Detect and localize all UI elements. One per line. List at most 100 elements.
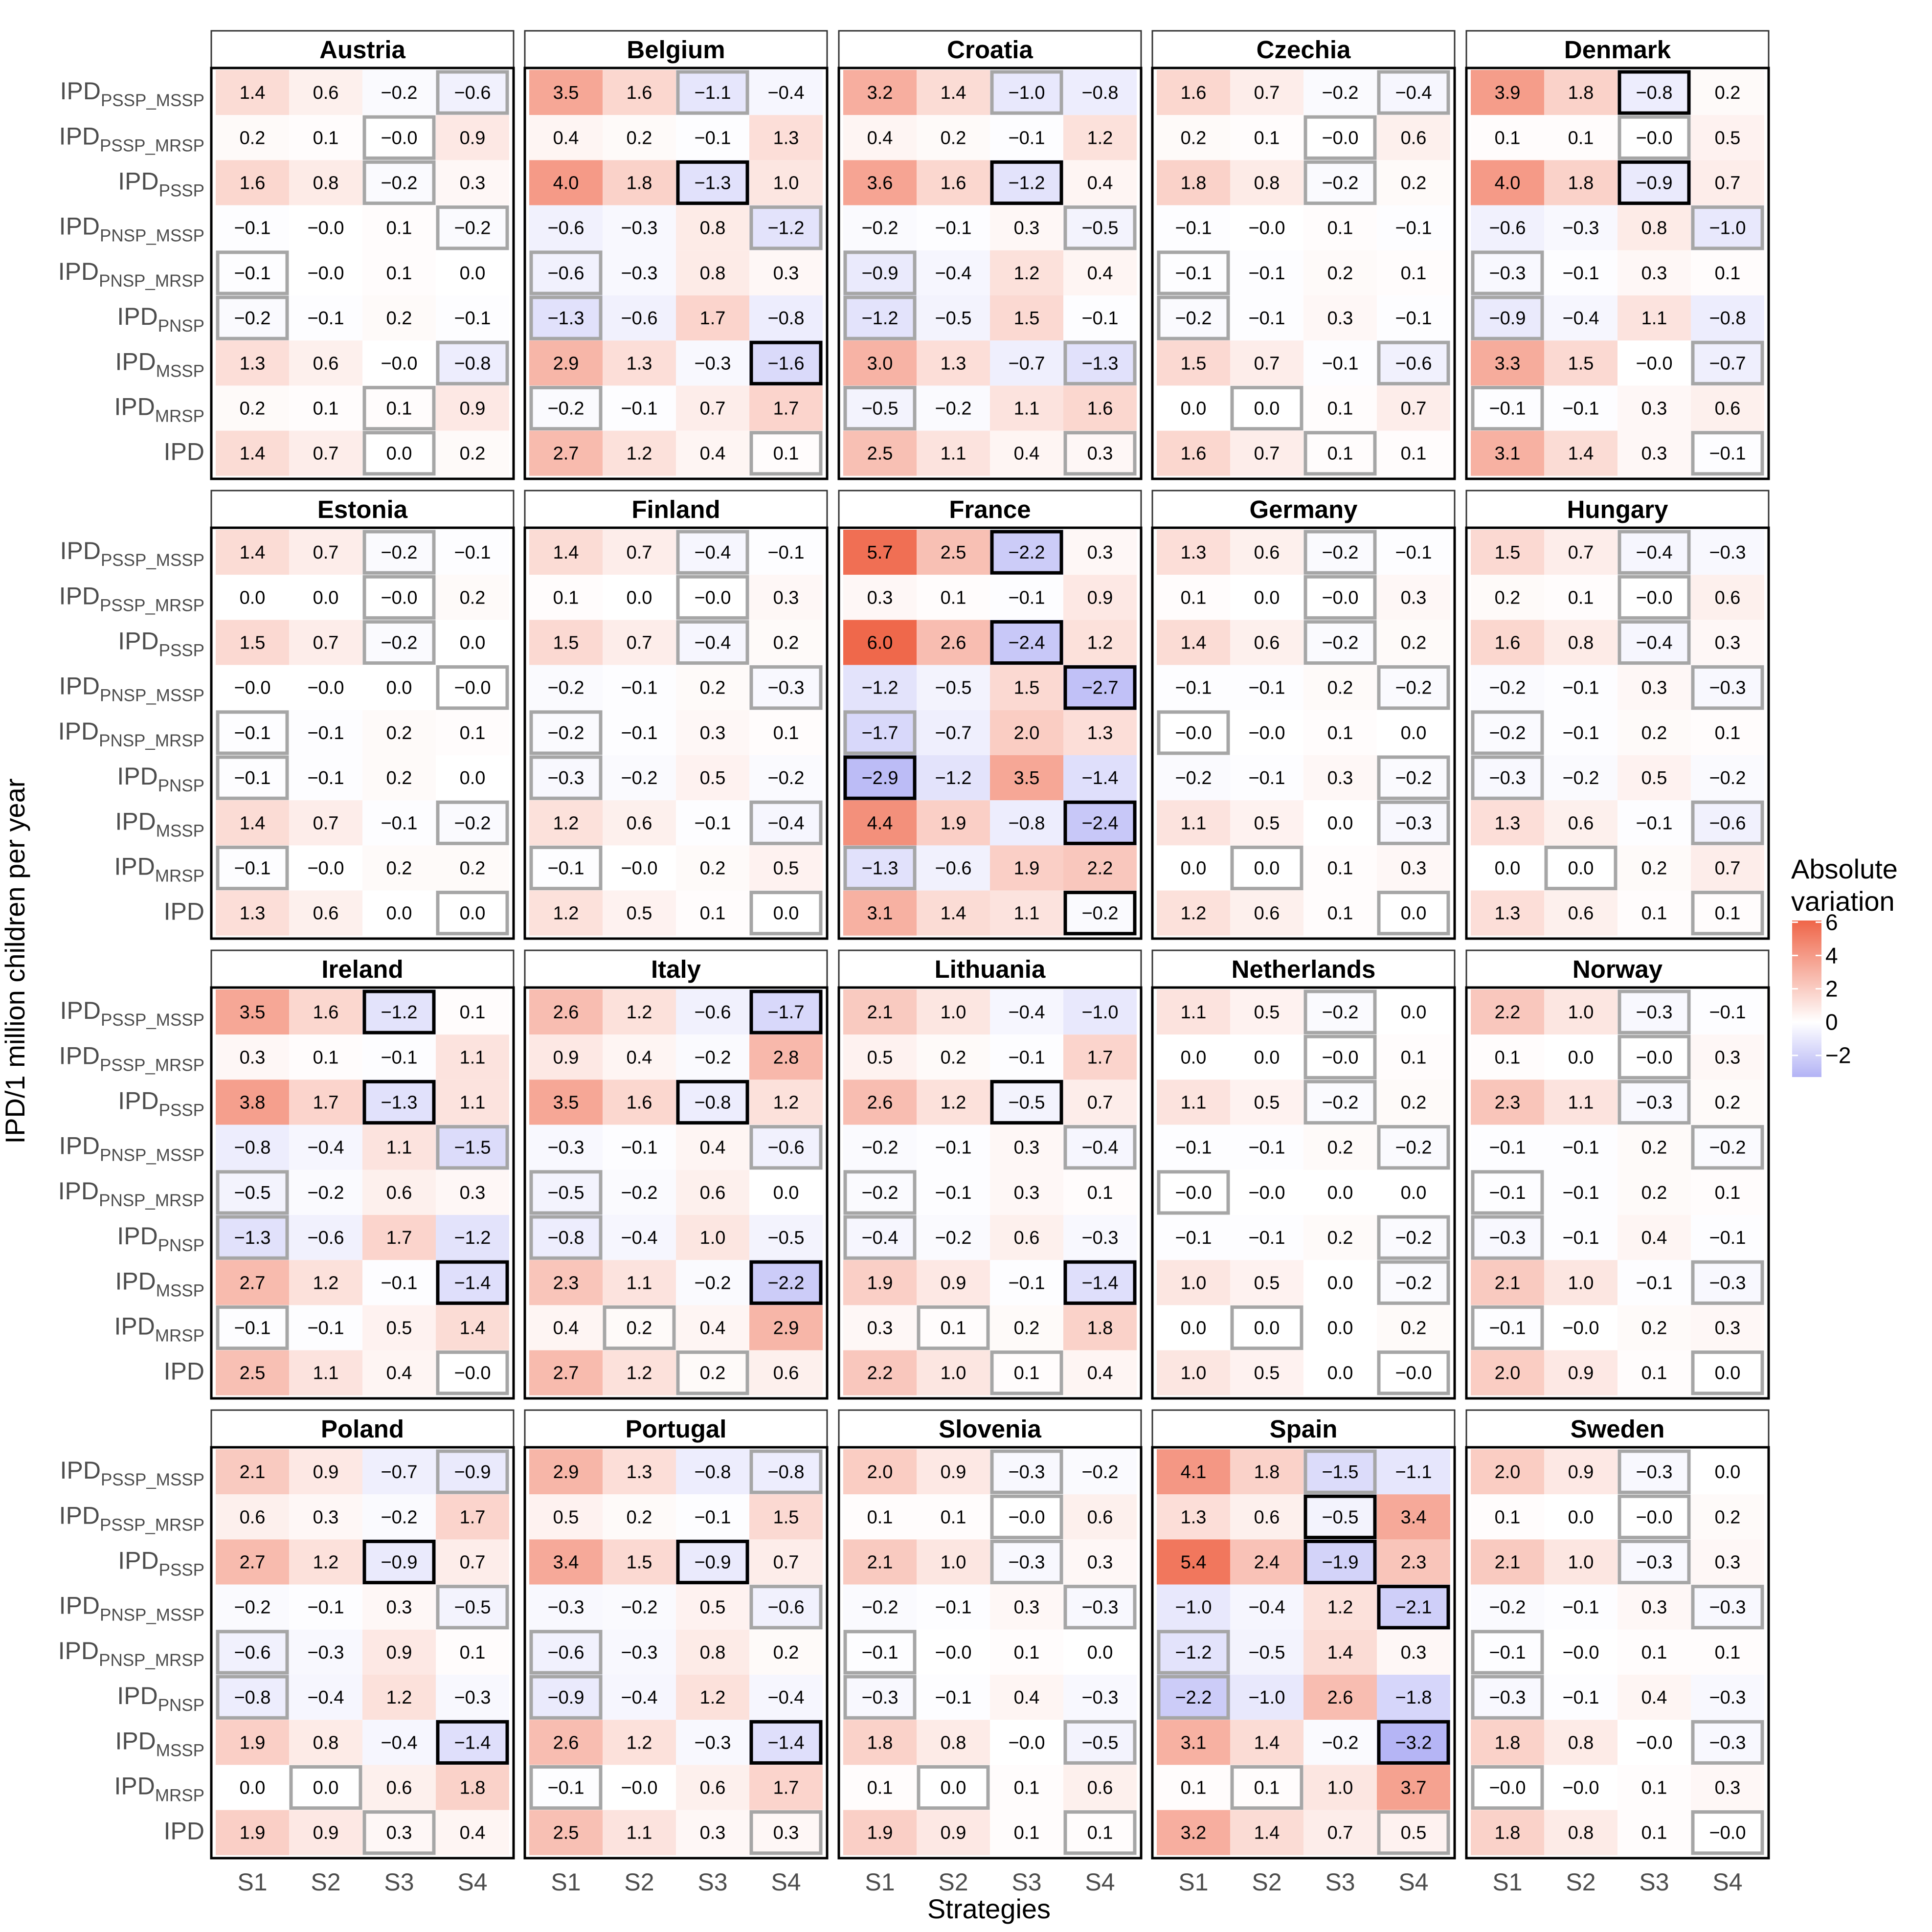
cell-value-label: 1.0: [941, 1002, 966, 1023]
highlight-box-gray: [1230, 845, 1303, 891]
cell-value-label: 0.3: [700, 1823, 726, 1843]
heat-cell: [603, 1305, 676, 1350]
cell-value-label: −1.8: [1395, 1687, 1432, 1708]
heat-cell: [1157, 1584, 1230, 1630]
cell-value-label: 0.2: [240, 399, 266, 419]
cell-value-label: 1.0: [1568, 1273, 1594, 1293]
heat-cell: [1230, 1350, 1303, 1395]
heat-cell: [603, 665, 676, 710]
cell-value-label: 0.1: [386, 399, 412, 419]
row-label: IPDPSSP_MRSP: [59, 582, 204, 615]
heat-cell: [1617, 295, 1691, 341]
highlight-box-gray: [1691, 340, 1764, 385]
heat-cell: [1063, 1494, 1137, 1540]
row-label: IPDMRSP: [114, 393, 204, 426]
cell-value-label: 0.5: [1641, 768, 1667, 788]
cell-value-label: −0.3: [1489, 1228, 1526, 1248]
row-label: IPDMSSP: [115, 808, 204, 840]
cell-value-label: 3.3: [1495, 353, 1521, 374]
heat-cell: [1471, 1810, 1544, 1855]
heat-cell: [603, 890, 676, 936]
cell-value-label: −0.2: [547, 399, 584, 419]
heat-cell: [289, 710, 362, 755]
cell-value-label: 1.2: [553, 903, 579, 924]
cell-value-label: 0.0: [1401, 723, 1427, 743]
cell-value-label: 0.1: [460, 1642, 486, 1663]
heat-cell: [362, 890, 436, 936]
cell-value-label: −0.1: [694, 813, 731, 833]
cell-value-label: −0.2: [1489, 678, 1526, 698]
column-tick-label: S4: [1085, 1868, 1115, 1896]
heat-cell: [1157, 385, 1230, 431]
cell-value-label: 3.5: [1014, 768, 1040, 788]
heat-cell: [362, 575, 436, 620]
cell-value-label: −0.1: [307, 768, 344, 788]
column-tick-label: S4: [457, 1868, 487, 1896]
heat-cell: [1691, 1215, 1764, 1260]
cell-value-label: 2.5: [867, 444, 893, 464]
cell-value-label: −1.4: [454, 1732, 491, 1753]
heat-cell: [990, 430, 1063, 476]
heat-cell: [362, 1449, 436, 1495]
heat-cell: [529, 1584, 603, 1630]
heat-cell: [1471, 115, 1544, 160]
heat-cell: [436, 205, 509, 250]
cell-value-label: −0.4: [1008, 1002, 1045, 1023]
heat-cell: [1377, 295, 1450, 341]
heat-cell: [603, 845, 676, 891]
legend-tick-label: 0: [1825, 1010, 1838, 1035]
heat-cell: [1157, 70, 1230, 115]
panel-strip: [210, 30, 515, 69]
cell-value-label: 0.7: [1715, 858, 1741, 879]
cell-value-label: 0.1: [867, 1778, 893, 1798]
cell-value-label: 0.2: [941, 128, 966, 148]
highlight-box-gray: [1230, 385, 1303, 431]
heat-cell: [1471, 1215, 1544, 1260]
cell-value-label: −0.1: [454, 542, 491, 563]
highlight-box-gray: [990, 1350, 1063, 1395]
heat-cell: [1157, 1305, 1230, 1350]
cell-value-label: −0.6: [547, 1642, 584, 1663]
heat-cell: [749, 1079, 823, 1125]
heat-cell: [1471, 250, 1544, 295]
highlight-box-gray: [676, 1350, 749, 1395]
highlight-box-gray: [843, 1675, 917, 1720]
heat-cell: [1063, 1169, 1137, 1215]
cell-value-label: −0.5: [1322, 1507, 1358, 1528]
cell-value-label: −0.0: [1636, 1732, 1672, 1753]
cell-value-label: −1.2: [454, 1228, 491, 1248]
heat-cell: [749, 800, 823, 846]
heat-cell: [216, 115, 289, 160]
cell-value-label: −0.1: [1248, 308, 1285, 329]
heat-cell: [676, 620, 749, 665]
highlight-box-gray: [1471, 755, 1544, 800]
cell-value-label: −0.1: [1636, 813, 1672, 833]
heat-cell: [1691, 1765, 1764, 1810]
highlight-box-gray: [1063, 1720, 1137, 1765]
highlight-box-gray: [843, 250, 917, 295]
heat-cell: [289, 1629, 362, 1675]
heat-cell: [1617, 530, 1691, 575]
heat-cell: [1377, 70, 1450, 115]
cell-value-label: −1.7: [861, 723, 898, 743]
cell-value-label: 0.4: [700, 444, 726, 464]
heat-cell: [603, 989, 676, 1035]
heat-cell: [216, 1215, 289, 1260]
cell-value-label: −0.6: [767, 1597, 804, 1618]
heat-cell: [1617, 710, 1691, 755]
cell-value-label: 1.8: [1181, 173, 1207, 194]
heat-cell: [1691, 710, 1764, 755]
row-label: IPDPSSP: [118, 168, 204, 201]
highlight-box-gray: [362, 385, 436, 431]
cell-value-label: −0.1: [1562, 1228, 1599, 1248]
cell-value-label: 0.1: [313, 1047, 339, 1068]
highlight-box-gray: [529, 1170, 603, 1215]
heat-cell: [1063, 800, 1137, 846]
cell-value-label: 1.9: [867, 1823, 893, 1843]
heat-cell: [216, 845, 289, 891]
cell-value-label: −0.9: [1489, 308, 1526, 329]
cell-value-label: 0.1: [941, 587, 966, 608]
heat-cell: [990, 1584, 1063, 1630]
panel-border: [1465, 526, 1770, 940]
